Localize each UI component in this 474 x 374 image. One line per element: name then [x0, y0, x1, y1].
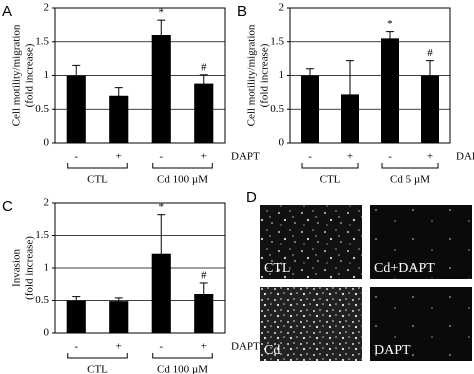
image-label: Cd+DAPT [374, 261, 435, 276]
x-tick-label: + [347, 151, 353, 163]
group-label: Cd 100 µM [157, 364, 208, 374]
image-label: CTL [264, 261, 290, 276]
x-tick-label: + [116, 151, 122, 163]
error-bar [426, 60, 434, 91]
group-label: CTL [320, 174, 341, 186]
bar [194, 83, 214, 143]
group-bracket [67, 163, 128, 169]
x-tick-label: - [388, 151, 392, 163]
group-bracket [301, 163, 359, 169]
y-axis-label: (fold increase) [259, 43, 271, 107]
error-bar [386, 31, 394, 46]
x-axis-label: DAPT [231, 151, 260, 163]
significance-mark: * [159, 7, 165, 19]
panel-label: B [237, 3, 247, 20]
y-tick-label: 1.5 [270, 35, 284, 47]
group-label: CTL [87, 364, 108, 374]
x-tick-label: + [201, 341, 207, 353]
micrograph [260, 287, 362, 361]
bar [151, 35, 171, 143]
group-label: CTL [87, 174, 108, 186]
group-bracket [67, 353, 128, 359]
bar [66, 300, 86, 333]
panel-label: C [2, 198, 13, 215]
x-tick-label: + [427, 151, 433, 163]
y-tick-label: 1 [44, 69, 50, 81]
error-bar [157, 19, 166, 50]
y-tick-label: 2 [44, 2, 50, 14]
y-tick-label: 1 [279, 69, 285, 81]
group-bracket [152, 353, 213, 359]
y-tick-label: 0.5 [35, 294, 49, 306]
error-bar [72, 296, 81, 305]
x-tick-label: + [116, 341, 122, 353]
group-bracket [152, 163, 213, 169]
significance-mark: # [201, 61, 207, 73]
error-bar [114, 297, 123, 305]
bar [109, 301, 129, 333]
group-label: Cd 5 µM [390, 174, 430, 186]
x-axis-label: DAPT [231, 341, 260, 353]
x-axis-label: DAPT [456, 151, 474, 163]
bar [109, 95, 129, 143]
bar [421, 75, 439, 143]
y-axis-label: (fold increase) [24, 43, 36, 107]
panel-label: A [2, 3, 12, 20]
bar [381, 38, 399, 143]
x-tick-label: + [201, 151, 207, 163]
x-tick-label: - [159, 341, 163, 353]
x-tick-label: - [74, 341, 78, 353]
bar [151, 253, 171, 333]
micrograph [370, 287, 472, 361]
y-tick-label: 2 [44, 197, 50, 209]
y-axis-label: Cell motility/migration [11, 24, 23, 126]
y-tick-label: 2 [279, 2, 285, 14]
micrograph [260, 205, 362, 279]
y-tick-label: 0 [279, 137, 285, 149]
error-bar [306, 68, 314, 83]
group-bracket [381, 163, 439, 169]
error-bar [72, 64, 81, 86]
x-tick-label: - [159, 151, 163, 163]
significance-mark: * [159, 201, 165, 213]
x-tick-label: - [74, 151, 78, 163]
y-tick-label: 0 [44, 327, 50, 339]
x-tick-label: - [308, 151, 312, 163]
y-axis-label: Cell motility/migration [246, 24, 258, 126]
significance-mark: # [201, 269, 207, 281]
error-bar [199, 282, 208, 306]
panel-label: D [246, 189, 257, 206]
plot-frame [289, 7, 451, 144]
error-bar [114, 87, 123, 104]
y-axis-label: (fold increase) [24, 236, 36, 300]
y-tick-label: 0.5 [270, 103, 284, 115]
image-label: DAPT [374, 343, 411, 358]
group-label: Cd 100 µM [157, 174, 208, 186]
error-bar [199, 74, 208, 93]
y-axis-label: Invasion [11, 249, 23, 287]
micrograph [370, 205, 472, 279]
y-tick-label: 1.5 [35, 35, 49, 47]
y-tick-label: 0.5 [35, 103, 49, 115]
y-tick-label: 1 [44, 262, 50, 274]
error-bar [157, 214, 166, 293]
y-tick-label: 1.5 [35, 229, 49, 241]
significance-mark: # [427, 47, 433, 59]
y-tick-label: 0 [44, 137, 50, 149]
plot-frame [54, 7, 226, 144]
image-label: Cd [264, 343, 280, 358]
plot-frame [54, 202, 226, 334]
bar [301, 75, 319, 143]
bar [66, 75, 86, 143]
error-bar [346, 60, 354, 129]
significance-mark: * [387, 18, 393, 30]
bar [194, 294, 214, 333]
